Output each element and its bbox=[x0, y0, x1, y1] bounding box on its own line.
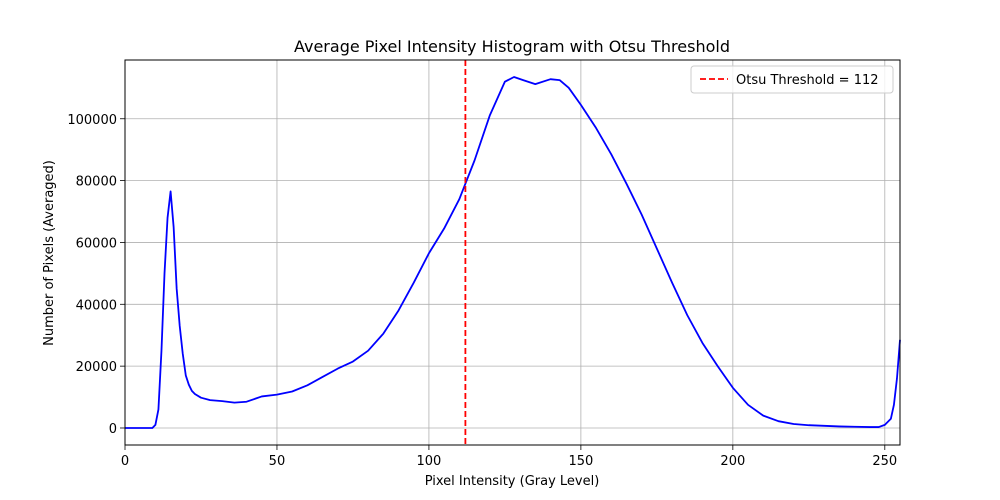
x-tick-label: 250 bbox=[872, 454, 897, 469]
tick-group: 0 50 100 150 200 250 0 20000 40000 60000 80000 1000… bbox=[67, 113, 897, 469]
x-tick-label: 0 bbox=[121, 454, 129, 469]
histogram-series-line bbox=[125, 76, 901, 429]
x-axis-label: Pixel Intensity (Gray Level) bbox=[425, 474, 600, 489]
legend-box bbox=[690, 65, 894, 94]
plot-frame bbox=[124, 59, 901, 446]
y-tick-label: 80000 bbox=[76, 175, 117, 190]
legend-threshold-label: Otsu Threshold = 112 bbox=[736, 73, 879, 88]
y-tick-label: 100000 bbox=[67, 113, 117, 128]
y-tick-label: 40000 bbox=[76, 298, 117, 313]
series-group bbox=[125, 60, 901, 445]
legend: Otsu Threshold = 112 bbox=[690, 65, 894, 94]
x-tick-label: 100 bbox=[417, 454, 442, 469]
chart-title: Average Pixel Intensity Histogram with O… bbox=[294, 37, 730, 56]
y-tick-label: 0 bbox=[109, 422, 117, 437]
x-tick-label: 50 bbox=[269, 454, 286, 469]
y-axis-label: Number of Pixels (Averaged) bbox=[42, 160, 57, 346]
axes-frame bbox=[124, 59, 901, 446]
x-tick-label: 150 bbox=[568, 454, 593, 469]
y-tick-label: 20000 bbox=[76, 360, 117, 375]
x-tick-label: 200 bbox=[720, 454, 745, 469]
y-tick-label: 60000 bbox=[76, 236, 117, 251]
